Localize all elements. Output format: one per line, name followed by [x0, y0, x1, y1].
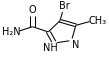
Text: NH: NH [43, 43, 58, 53]
Text: N: N [72, 40, 79, 50]
Text: O: O [29, 5, 36, 15]
Text: H₂N: H₂N [2, 27, 21, 37]
Text: CH₃: CH₃ [89, 16, 107, 26]
Text: Br: Br [59, 1, 70, 11]
